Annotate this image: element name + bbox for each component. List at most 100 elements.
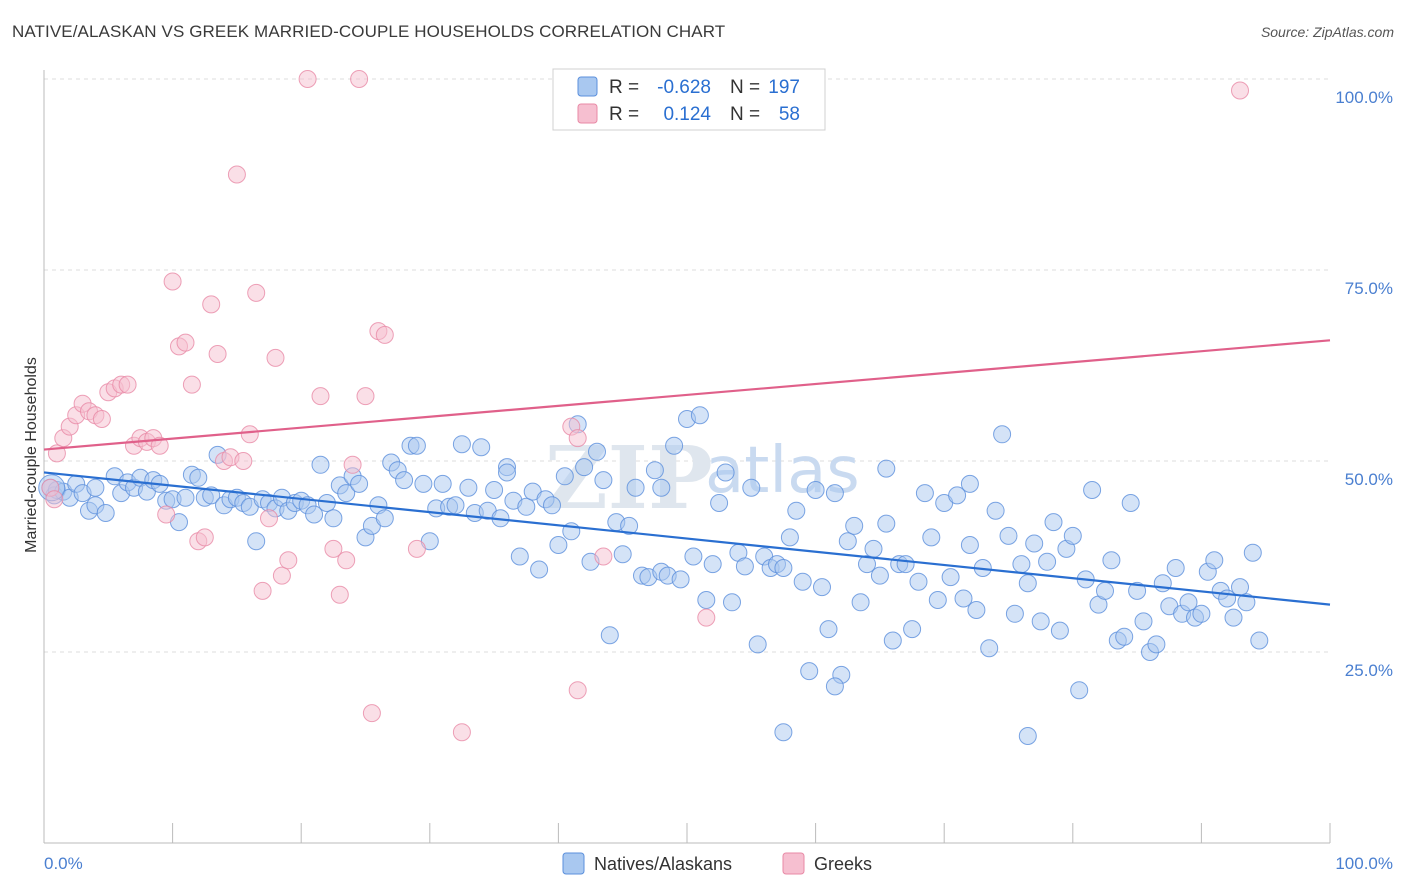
source-label: Source: ZipAtlas.com xyxy=(1260,24,1394,40)
natives-point-58 xyxy=(414,474,433,493)
natives-point-105 xyxy=(716,463,735,482)
natives-point-52 xyxy=(375,509,394,528)
natives-point-124 xyxy=(838,532,857,551)
greeks-point-26 xyxy=(202,295,221,314)
natives-point-89 xyxy=(613,545,632,564)
greeks-point-1 xyxy=(45,490,64,509)
natives-point-118 xyxy=(800,662,819,681)
natives-point-193 xyxy=(652,478,671,497)
natives-point-170 xyxy=(1134,612,1153,631)
natives-point-94 xyxy=(645,461,664,480)
axes xyxy=(43,70,1331,844)
natives-point-177 xyxy=(1179,593,1198,612)
natives-point-101 xyxy=(690,406,709,425)
greeks-point-57 xyxy=(1231,81,1249,100)
greeks-point-13 xyxy=(118,375,137,394)
natives-point-181 xyxy=(1205,551,1224,570)
greeks-point-25 xyxy=(195,528,214,547)
natives-point-102 xyxy=(697,591,716,609)
natives-point-126 xyxy=(851,593,870,612)
natives-point-32 xyxy=(247,532,266,551)
natives-point-48 xyxy=(350,474,369,493)
natives-point-157 xyxy=(1050,621,1069,640)
grid-lines xyxy=(44,78,1330,653)
greeks-point-56 xyxy=(697,608,716,627)
natives-point-87 xyxy=(600,626,619,645)
natives-point-144 xyxy=(967,601,986,619)
natives-point-196 xyxy=(86,478,105,497)
natives-point-119 xyxy=(806,481,825,499)
natives-point-150 xyxy=(1005,604,1024,623)
greeks-point-20 xyxy=(163,272,182,291)
natives-point-115 xyxy=(780,528,799,547)
natives-point-127 xyxy=(858,555,876,574)
natives-point-63 xyxy=(446,496,465,515)
greeks-point-31 xyxy=(234,452,253,470)
natives-point-160 xyxy=(1070,681,1089,700)
legend-r-label-1: R = xyxy=(609,77,639,98)
natives-point-103 xyxy=(703,555,722,574)
natives-point-109 xyxy=(742,478,761,497)
legend-swatch-pink xyxy=(577,103,598,124)
legend-n-value-2: 58 xyxy=(779,104,800,125)
natives-point-140 xyxy=(941,568,960,587)
natives-point-97 xyxy=(665,436,684,455)
greeks-point-39 xyxy=(298,70,317,88)
bottom-legend-swatch-blue xyxy=(562,852,585,875)
natives-point-137 xyxy=(922,528,941,547)
y-tick-label-1: 50.0% xyxy=(1345,470,1393,489)
natives-point-121 xyxy=(819,620,838,639)
natives-point-117 xyxy=(793,572,812,591)
natives-point-23 xyxy=(189,468,208,487)
natives-point-136 xyxy=(915,484,934,503)
greeks-point-43 xyxy=(337,551,356,570)
greeks-point-50 xyxy=(407,539,426,558)
natives-point-148 xyxy=(993,425,1012,444)
legend-n-value-1: 197 xyxy=(768,77,800,98)
natives-point-169 xyxy=(1128,581,1147,600)
greeks-point-47 xyxy=(362,704,381,723)
natives-point-154 xyxy=(1031,612,1050,631)
legend-r-value-2: 0.124 xyxy=(663,104,711,125)
natives-point-98 xyxy=(671,570,690,589)
y-tick-label-3: 100.0% xyxy=(1335,88,1393,107)
natives-point-167 xyxy=(1115,627,1134,646)
greeks-point-54 xyxy=(568,681,587,700)
natives-point-172 xyxy=(1147,635,1166,654)
greeks-trend-line xyxy=(43,339,1331,451)
y-axis-title: Married-couple Households xyxy=(23,357,40,553)
natives-point-21 xyxy=(176,488,195,507)
natives-point-91 xyxy=(626,478,645,497)
natives-point-61 xyxy=(433,474,452,493)
greeks-point-36 xyxy=(266,348,285,367)
greeks-point-18 xyxy=(150,436,169,455)
natives-point-187 xyxy=(1243,543,1262,562)
legend-r-value-1: -0.628 xyxy=(657,77,711,98)
natives-point-57 xyxy=(407,436,426,455)
natives-point-184 xyxy=(1224,608,1243,627)
natives-point-122 xyxy=(825,484,844,503)
natives-point-55 xyxy=(395,471,414,490)
natives-point-90 xyxy=(620,516,639,535)
correlation-legend: R = -0.628 N = 197 R = 0.124 N = 58 xyxy=(552,68,826,131)
watermark: ZIP atlas xyxy=(545,428,860,529)
x-tick-labels: 0.0% 100.0% xyxy=(44,854,1393,873)
natives-point-67 xyxy=(472,438,491,457)
natives-point-188 xyxy=(1250,631,1269,650)
greeks-point-33 xyxy=(247,283,266,302)
natives-point-42 xyxy=(311,455,330,474)
y-tick-labels: 25.0% 50.0% 75.0% 100.0% xyxy=(1335,88,1393,680)
natives-point-83 xyxy=(575,458,594,477)
greeks-point-53 xyxy=(568,429,587,448)
natives-point-100 xyxy=(684,547,703,566)
natives-trend-line xyxy=(43,471,1331,606)
natives-point-168 xyxy=(1121,494,1140,512)
legend-n-label-1: N = xyxy=(730,77,760,98)
natives-point-142 xyxy=(954,589,973,608)
bottom-legend-label-natives: Natives/Alaskans xyxy=(594,854,732,874)
greeks-point-32 xyxy=(240,425,259,444)
bottom-legend-label-greeks: Greeks xyxy=(814,854,872,874)
greeks-point-38 xyxy=(279,551,298,570)
natives-point-108 xyxy=(735,557,754,576)
natives-point-189 xyxy=(825,677,844,696)
